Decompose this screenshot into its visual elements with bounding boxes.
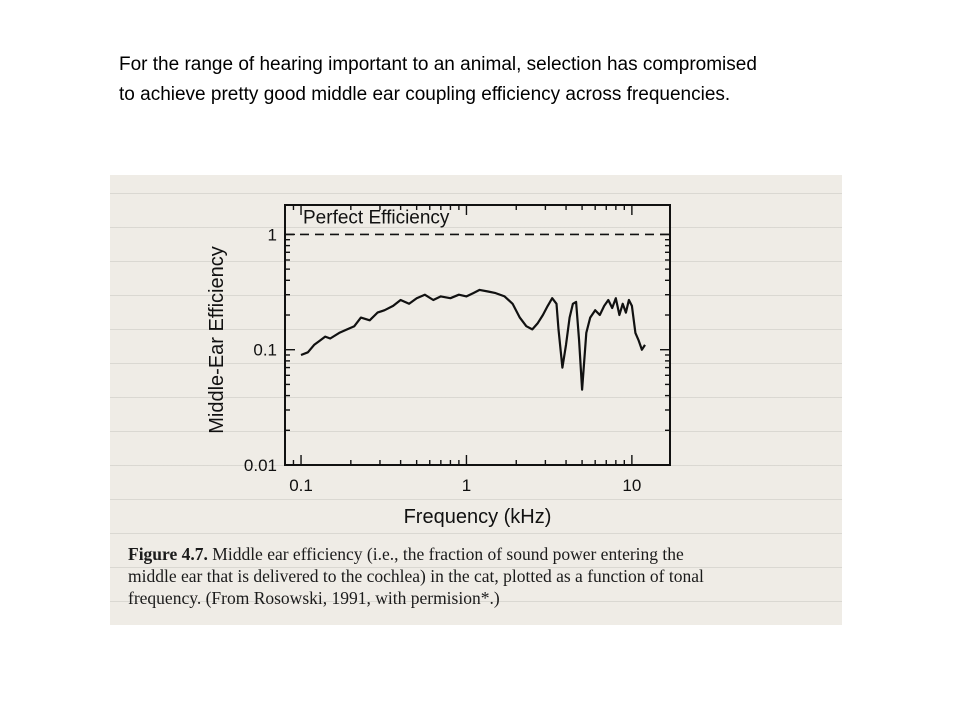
y-tick-label: 0.1: [253, 341, 277, 360]
perfect-efficiency-label: Perfect Efficiency: [303, 207, 450, 228]
efficiency-chart: 0.1 1 10 0.01 0.1 1 Perfect Efficiency Frequ…: [206, 204, 671, 528]
y-axis-tick-labels: 0.01 0.1 1: [244, 225, 277, 475]
efficiency-series-line: [300, 288, 646, 391]
caption-line-2: middle ear that is delivered to the coch…: [128, 566, 704, 586]
slide-text-line: For the range of hearing important to an…: [119, 54, 757, 75]
x-axis-ticks: [284, 205, 633, 465]
x-tick-label: 0.1: [289, 476, 313, 495]
figure-caption: Figure 4.7. Middle ear efficiency (i.e.,…: [128, 543, 828, 609]
y-axis-label: Middle-Ear Efficiency: [206, 246, 228, 433]
plot-frame: [284, 204, 671, 466]
caption-line-3: frequency. (From Rosowski, 1991, with pe…: [128, 588, 500, 608]
scanned-figure: 0.1 1 10 0.01 0.1 1 Perfect Efficiency Frequ…: [110, 175, 842, 625]
x-axis-tick-labels: 0.1 1 10: [289, 476, 641, 495]
y-tick-label: 1: [268, 225, 277, 244]
caption-label: Figure 4.7.: [128, 544, 208, 564]
slide-text: For the range of hearing important to an…: [119, 50, 939, 110]
slide-text-line: to achieve pretty good middle ear coupli…: [119, 84, 731, 105]
y-axis-ticks: [285, 233, 670, 466]
x-axis-label: Frequency (kHz): [404, 506, 552, 528]
y-tick-label: 0.01: [244, 456, 277, 475]
caption-line-1: Figure 4.7. Middle ear efficiency (i.e.,…: [128, 543, 828, 565]
x-tick-label: 10: [622, 476, 641, 495]
caption-text: Middle ear efficiency (i.e., the fractio…: [212, 544, 684, 564]
x-tick-label: 1: [462, 476, 471, 495]
